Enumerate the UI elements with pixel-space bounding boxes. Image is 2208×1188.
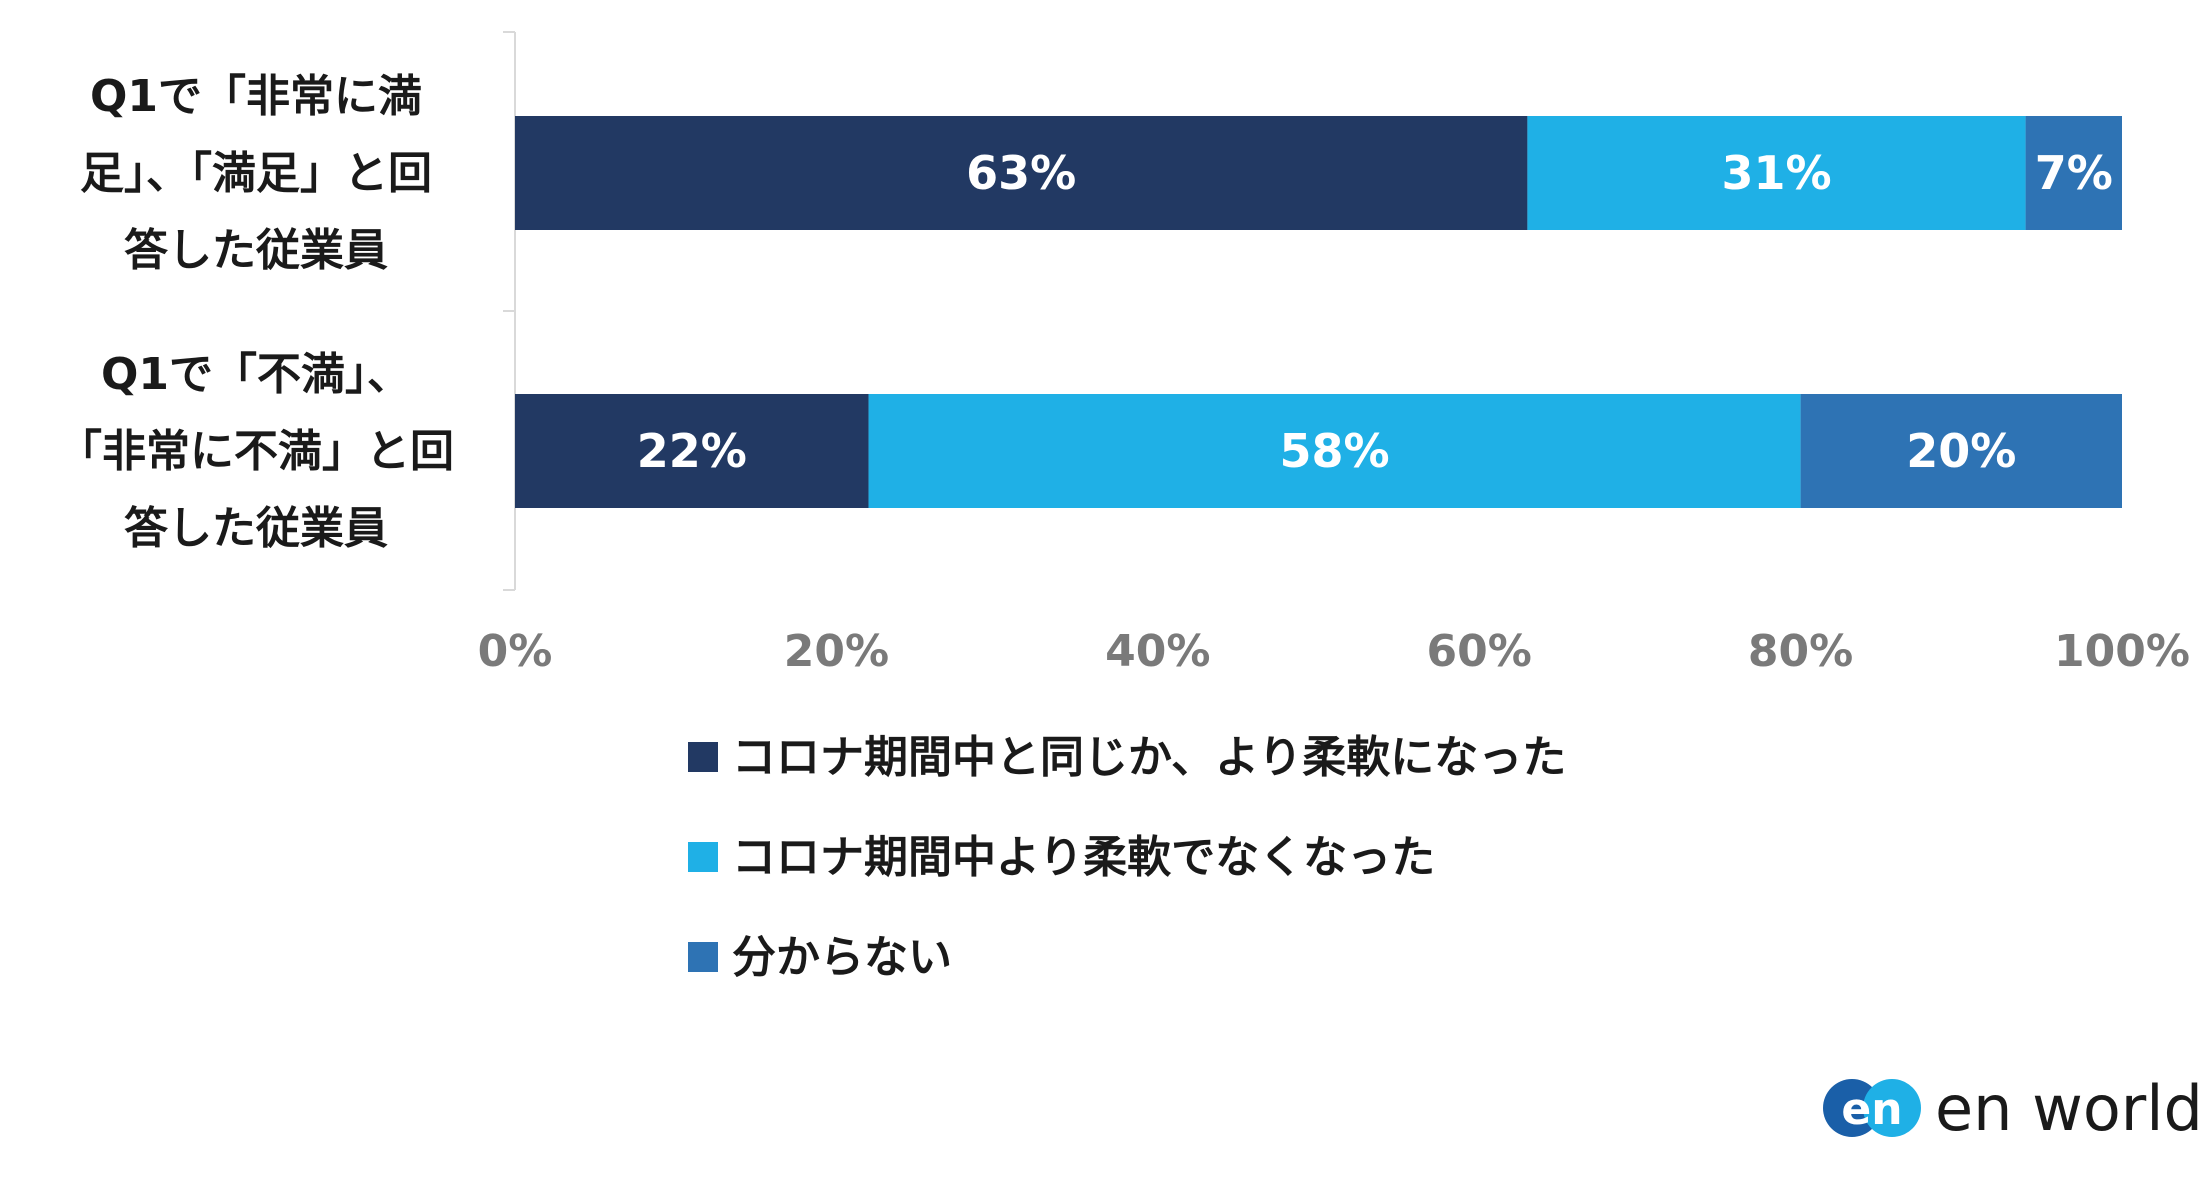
data-label: 7% bbox=[2035, 146, 2113, 200]
legend-swatch bbox=[688, 942, 718, 972]
legend-label: コロナ期間中と同じか、より柔軟になった bbox=[732, 732, 1566, 783]
data-label: 63% bbox=[966, 146, 1076, 200]
data-label: 20% bbox=[1906, 424, 2016, 478]
logo-badge-text: en bbox=[1841, 1084, 1902, 1135]
bar-segment bbox=[1527, 116, 2026, 230]
x-tick-label: 40% bbox=[1105, 626, 1210, 677]
logo-brand-text: en world bbox=[1935, 1072, 2203, 1145]
category-label: Q1で「不満」、 bbox=[101, 349, 411, 400]
axis-layer bbox=[503, 31, 516, 591]
category-label: 答した従業員 bbox=[124, 503, 388, 554]
category-label: 足」、「満足」と回 bbox=[80, 148, 432, 199]
x-tick-labels: 0% 20% 40% 60% 80% 100% bbox=[478, 626, 2190, 677]
logo-circle-light bbox=[1863, 1079, 1921, 1137]
data-label: 31% bbox=[1721, 146, 1831, 200]
legend-label: 分からない bbox=[732, 932, 952, 983]
category-label: 「非常に不満」と回 bbox=[58, 426, 454, 477]
category-label: 答した従業員 bbox=[124, 225, 388, 276]
legend-swatch bbox=[688, 742, 718, 772]
x-tick-label: 0% bbox=[478, 626, 553, 677]
x-tick-label: 60% bbox=[1427, 626, 1532, 677]
logo-circle-dark bbox=[1823, 1079, 1881, 1137]
bars-layer: 63% 31% 7% 22% 58% 20% bbox=[515, 116, 2122, 508]
bar-segment bbox=[868, 394, 1801, 508]
bar-segment bbox=[2025, 116, 2122, 230]
bar-segment bbox=[1800, 394, 2122, 508]
x-tick-label: 20% bbox=[784, 626, 889, 677]
bar-segment bbox=[515, 394, 869, 508]
data-label: 22% bbox=[637, 424, 747, 478]
x-tick-label: 80% bbox=[1748, 626, 1853, 677]
bar-segment bbox=[515, 116, 1528, 230]
x-tick-label: 100% bbox=[2054, 626, 2190, 677]
legend-swatch bbox=[688, 842, 718, 872]
legend-label: コロナ期間中より柔軟でなくなった bbox=[732, 832, 1435, 883]
data-label: 58% bbox=[1280, 424, 1390, 478]
en-world-logo: en en world bbox=[1823, 1072, 2203, 1145]
category-label: Q1で「非常に満 bbox=[90, 71, 422, 122]
